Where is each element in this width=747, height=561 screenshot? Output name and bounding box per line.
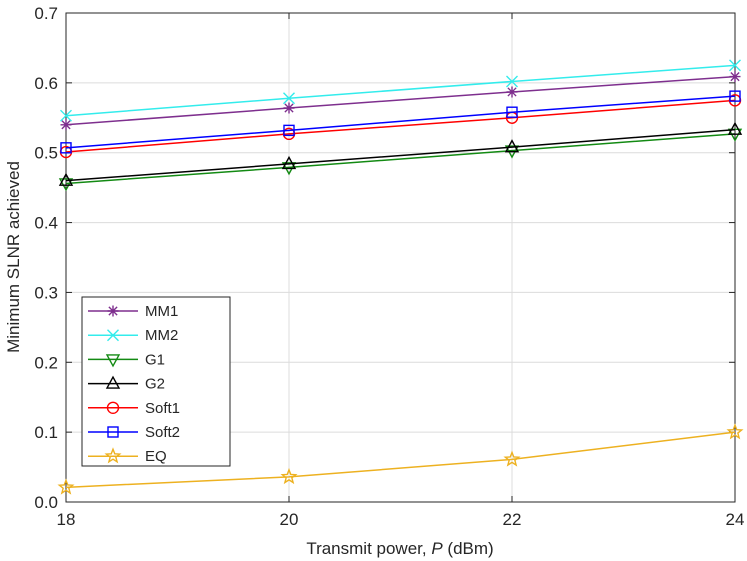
data-point-mm1	[283, 102, 295, 114]
series-line-eq	[65, 431, 736, 489]
series-mm2	[60, 59, 741, 122]
y-tick-label: 0.5	[34, 144, 58, 163]
y-axis-label: Minimum SLNR achieved	[4, 161, 23, 353]
legend-item-mm1: MM1	[88, 303, 178, 320]
legend-box	[81, 296, 231, 467]
series-line-mm1	[65, 75, 736, 126]
y-tick-label: 0.3	[34, 283, 58, 302]
data-point-eq	[503, 450, 521, 467]
y-tick-label: 0.7	[34, 4, 58, 23]
legend-item-soft1: Soft1	[88, 400, 180, 417]
legend-marker	[107, 329, 119, 342]
y-tick-label: 0.0	[34, 493, 58, 512]
data-point-g1	[58, 178, 74, 192]
data-point-g2	[727, 121, 743, 135]
series-g2	[58, 121, 743, 186]
x-tick-label: 22	[503, 510, 522, 529]
legend-label: MM2	[145, 327, 178, 344]
data-point-mm2	[283, 92, 295, 105]
legend-label: EQ	[145, 448, 167, 465]
series-line-g1	[65, 133, 736, 185]
legend-marker	[105, 375, 121, 389]
axis-ticks	[65, 12, 736, 503]
series-eq	[57, 423, 744, 495]
series-line-soft2	[65, 95, 736, 149]
data-point-g2	[281, 155, 297, 170]
series-mm1	[60, 71, 741, 131]
series-line-soft1	[65, 99, 736, 153]
legend-marker	[104, 447, 122, 464]
legend-label: G2	[145, 376, 165, 393]
plot-area	[65, 12, 736, 503]
data-point-soft2	[729, 90, 741, 102]
data-point-eq	[280, 467, 298, 485]
data-point-g2	[504, 139, 520, 153]
legend-item-soft2: Soft2	[88, 424, 180, 441]
x-tick-label: 20	[280, 510, 299, 529]
legend: MM1 MM2 G1 G2 Soft1 Soft2 EQ	[81, 296, 231, 467]
legend-marker	[107, 305, 119, 317]
legend-marker	[105, 354, 121, 368]
series-line-g2	[65, 128, 736, 182]
data-point-mm1	[506, 86, 518, 98]
y-tick-label: 0.4	[34, 214, 58, 233]
x-tick-label: 18	[57, 510, 76, 529]
series-soft2	[60, 90, 741, 154]
y-tick-label: 0.2	[34, 353, 58, 372]
data-point-eq	[57, 478, 75, 495]
legend-label: Soft1	[145, 400, 180, 417]
legend-label: MM1	[145, 303, 178, 320]
data-point-eq	[726, 423, 744, 440]
x-tick-label: 24	[726, 510, 745, 529]
data-point-soft2	[283, 124, 295, 137]
legend-item-eq: EQ	[88, 447, 167, 465]
legend-item-mm2: MM2	[88, 327, 178, 344]
legend-item-g1: G1	[88, 351, 165, 368]
y-tick-label: 0.6	[34, 74, 58, 93]
y-tick-label: 0.1	[34, 423, 58, 442]
data-point-soft2	[60, 142, 72, 154]
legend-marker	[106, 401, 120, 414]
data-point-mm1	[729, 71, 741, 83]
series-g1	[58, 128, 743, 192]
x-axis-label: Transmit power, P (dBm)	[306, 539, 493, 558]
data-point-mm2	[60, 109, 72, 122]
series-group	[57, 59, 744, 495]
series-soft1	[59, 94, 742, 159]
data-point-g2	[58, 172, 74, 186]
data-point-mm2	[729, 59, 741, 72]
series-line-mm2	[65, 64, 736, 117]
legend-label: G1	[145, 351, 165, 368]
legend-item-g2: G2	[88, 376, 165, 393]
data-point-soft2	[506, 106, 518, 118]
data-point-mm1	[60, 119, 72, 131]
tick-labels: 18 20 22 24 0.0 0.1 0.2 0.3 0.4 0.5 0.6 0.7	[34, 4, 744, 529]
data-point-mm2	[506, 75, 518, 88]
legend-label: Soft2	[145, 424, 180, 441]
legend-marker	[107, 426, 119, 438]
